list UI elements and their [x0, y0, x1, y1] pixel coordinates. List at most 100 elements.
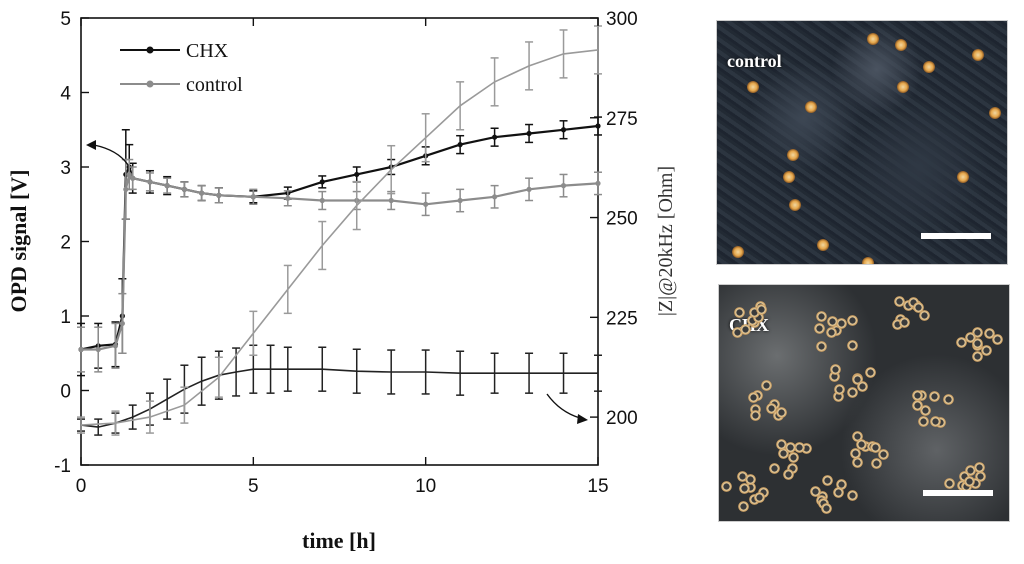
series-control-opd [77, 158, 602, 373]
detached-cell [972, 338, 984, 350]
rounded-cell [862, 257, 874, 264]
detached-cell [846, 340, 858, 352]
detached-cell [870, 457, 882, 469]
x-tick-label: 10 [415, 476, 436, 497]
detached-cell [739, 483, 751, 495]
detached-cell [832, 390, 844, 402]
detached-cell [776, 406, 788, 418]
detached-cell [821, 474, 833, 486]
detached-cell [894, 296, 906, 308]
detached-cell [835, 317, 847, 329]
detached-cell [930, 415, 942, 427]
micrograph-control: control [716, 20, 1008, 265]
legend-label-control: control [186, 74, 243, 96]
data-point [560, 127, 567, 133]
y-tick-label-left: 3 [60, 158, 71, 179]
detached-cell [870, 442, 882, 454]
detached-cell [918, 415, 930, 427]
detached-cell [825, 326, 837, 338]
detached-cell [740, 324, 752, 335]
y-tick-label-left: -1 [54, 456, 71, 477]
legend-marker-chx [146, 46, 154, 54]
series-control-impedance [77, 25, 602, 436]
rounded-cell [895, 39, 907, 51]
series-line [81, 172, 599, 351]
detached-cell [782, 468, 794, 480]
x-tick-label: 15 [587, 476, 608, 497]
data-point [492, 134, 498, 140]
detached-cell [847, 386, 859, 398]
detached-cell [942, 393, 954, 405]
detached-cell [793, 441, 805, 453]
detached-cell [757, 486, 769, 498]
data-point [216, 192, 222, 198]
data-point [123, 186, 129, 192]
detached-cell [981, 344, 993, 356]
micrograph-label-control: control [727, 51, 782, 71]
detached-cell [816, 310, 828, 322]
detached-cell [821, 503, 833, 515]
detached-cell [972, 326, 983, 338]
data-point [126, 171, 132, 178]
detached-cell [752, 312, 764, 324]
detached-cell [737, 500, 749, 512]
detached-cell [920, 404, 932, 416]
y-tick-label-right: 225 [606, 308, 638, 329]
series-line [80, 368, 598, 428]
detached-cell [965, 464, 977, 476]
detached-cell [836, 479, 848, 491]
data-point [250, 194, 256, 200]
legend-label-chx: CHX [186, 40, 229, 62]
legend-marker-control [146, 80, 154, 88]
detached-cell [892, 318, 904, 330]
detached-cell [733, 306, 745, 318]
detached-cell [815, 340, 827, 352]
data-point [95, 346, 101, 353]
y-axis-title-left: OPD signal [V] [6, 170, 31, 313]
data-point [526, 130, 532, 137]
data-point [199, 190, 205, 196]
detached-cell [721, 480, 733, 492]
arrow-to-right-axis [546, 393, 581, 419]
legend: CHX control [120, 40, 243, 96]
data-point [112, 343, 119, 349]
detached-cell [831, 324, 843, 336]
data-point [181, 186, 187, 192]
detached-cell [847, 490, 859, 502]
y-tick-label-left: 1 [60, 307, 71, 328]
data-point [130, 175, 136, 181]
detached-cell [877, 449, 889, 461]
rounded-cell [972, 49, 984, 61]
data-point [319, 179, 325, 185]
data-point [560, 183, 567, 189]
detached-cell [745, 481, 757, 493]
rounded-cell [783, 171, 795, 183]
rounded-cell [817, 239, 829, 251]
data-point [78, 346, 84, 353]
detached-cell [785, 442, 797, 454]
rounded-cell [805, 101, 817, 113]
detached-cell [778, 448, 790, 460]
detached-cell [907, 296, 919, 308]
detached-cell [800, 443, 812, 455]
series-line [80, 124, 599, 351]
detached-cell [745, 473, 757, 485]
x-tick-label: 5 [248, 476, 259, 497]
detached-cell [964, 331, 976, 343]
detached-cell [911, 400, 923, 412]
detached-cell [864, 367, 876, 379]
y-tick-label-right: 250 [606, 209, 638, 230]
plot-frame [80, 17, 599, 466]
data-point [595, 180, 601, 186]
detached-cell [971, 350, 983, 362]
data-point [492, 194, 498, 200]
scale-bar [921, 233, 991, 239]
detached-cell [928, 390, 940, 402]
detached-cell [983, 328, 995, 340]
detached-cell [974, 462, 986, 474]
data-point [595, 123, 601, 129]
series-line [80, 49, 599, 426]
detached-cell [992, 334, 1004, 346]
